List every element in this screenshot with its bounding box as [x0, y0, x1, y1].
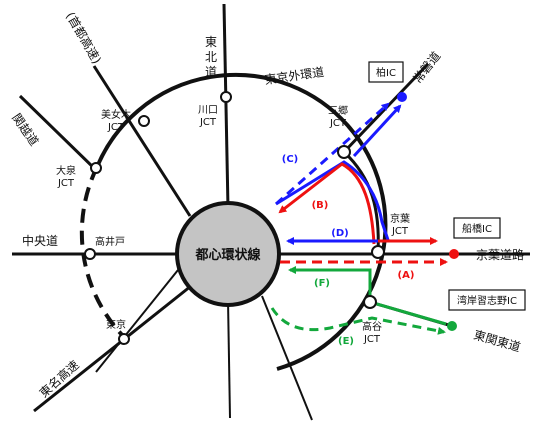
keiyo-jct-node	[371, 245, 385, 259]
bijogi-jct-node	[138, 115, 150, 127]
kanetsu-label: 関越道	[9, 111, 41, 149]
takaido-node	[84, 248, 96, 260]
kawaguchi-label-2: JCT	[199, 117, 217, 128]
route-f-arrow	[288, 266, 372, 302]
funabashi-ic-box	[453, 217, 501, 239]
kashiwa-ic-box	[368, 61, 404, 83]
bijogi-label-2: JCT	[107, 122, 125, 133]
misato-jct-node	[337, 145, 351, 159]
chuo-label: 中央道	[22, 233, 58, 248]
misato-label-1: 三郷	[328, 105, 348, 117]
joban-label: 常磐道	[410, 49, 443, 86]
keiyo-jct-label-1: 京葉	[390, 212, 410, 225]
tokyo-label: 東京	[106, 318, 126, 331]
south-east-radial	[261, 295, 313, 421]
route-c-label: (C)	[282, 154, 298, 165]
core-label: 都心環状線	[194, 247, 261, 263]
kanetsu-expressway	[18, 94, 98, 172]
koya-jct-node	[363, 295, 377, 309]
shuto-label: (首都高速)	[63, 9, 105, 66]
southwest-radial	[95, 269, 179, 373]
tomei-expressway	[33, 284, 192, 413]
south-radial	[227, 299, 231, 419]
koya-label-2: JCT	[363, 334, 381, 345]
kashiwa-ic-label: 柏IC	[376, 66, 396, 79]
route-e-solid	[369, 300, 447, 326]
tohoku-label-1: 東	[205, 35, 217, 49]
route-e-label: (E)	[338, 336, 354, 347]
kawaguchi-jct-node	[220, 91, 232, 103]
higashikan-label: 東関東道	[472, 328, 522, 355]
route-a-label: (A)	[398, 270, 415, 281]
tokyo-node	[118, 333, 130, 345]
keiyo-road-label: 京葉道路	[476, 247, 524, 262]
gaikan-ring-solid	[95, 72, 388, 371]
koya-label-1: 高谷	[362, 320, 382, 333]
route-c-solid-arrow	[275, 106, 400, 241]
kawaguchi-label-1: 川口	[198, 105, 218, 116]
tohoku-expressway	[222, 3, 230, 209]
gaikan-ring-dashed	[79, 166, 127, 340]
wangan-ic-box	[448, 289, 526, 311]
route-b-label: (B)	[312, 200, 329, 211]
takaido-label: 高井戸	[95, 235, 125, 248]
route-d-label: (D)	[331, 228, 348, 239]
kashiwa-ic-marker	[397, 92, 407, 102]
route-b-arrow	[278, 162, 376, 245]
wangan-ic-marker	[447, 321, 457, 331]
central-circular-route	[175, 201, 281, 307]
gaikan-east-section	[342, 150, 380, 253]
shuto-expressway	[92, 65, 192, 217]
keiyo-jct-label-2: JCT	[391, 226, 409, 237]
wangan-ic-label: 湾岸習志野IC	[457, 294, 517, 307]
tohoku-label-3: 道	[205, 65, 217, 79]
tohoku-label-2: 北	[205, 50, 217, 64]
misato-label-2: JCT	[329, 118, 347, 129]
funabashi-ic-marker	[449, 249, 459, 259]
oizumi-jct-node	[90, 162, 102, 174]
route-c-dashed-arrow	[275, 102, 390, 206]
funabashi-ic-label: 船橋IC	[462, 222, 492, 235]
oizumi-label-2: JCT	[57, 178, 75, 189]
gaikan-label: 東京外環道	[264, 65, 325, 87]
route-e-dashed-arrow	[270, 307, 446, 335]
route-f-label: (F)	[314, 278, 330, 289]
oizumi-label-1: 大泉	[56, 164, 76, 177]
bijogi-label-1: 美女木	[101, 108, 131, 121]
